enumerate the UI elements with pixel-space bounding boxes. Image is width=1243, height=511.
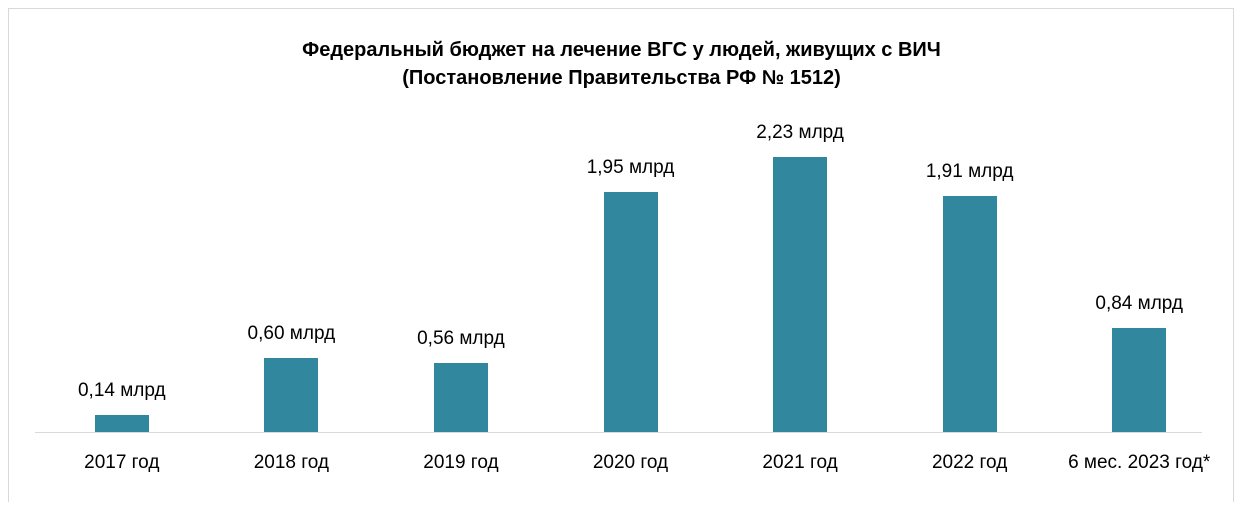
data-label: 1,95 млрд xyxy=(586,156,675,178)
x-tick-label: 2017 год xyxy=(84,452,160,473)
bar xyxy=(1112,328,1167,432)
subtitle-line: (Постановление Правительства РФ № 1512) xyxy=(402,67,841,89)
data-label: 0,84 млрд xyxy=(1095,293,1184,315)
bar xyxy=(603,191,658,432)
x-tick-label: 6 мес. 2023 год* xyxy=(1068,452,1211,473)
data-label: 2,23 млрд xyxy=(756,122,844,143)
bar xyxy=(942,196,997,432)
x-tick-label: 2018 год xyxy=(253,452,329,473)
title-line: Федеральный бюджет на лечение ВГС у люде… xyxy=(302,39,941,61)
x-tick-label: 2020 год xyxy=(592,452,669,473)
x-tick-label: 2022 год xyxy=(931,452,1008,473)
data-label: 0,14 млрд xyxy=(77,379,166,401)
x-tick-label: 2019 год xyxy=(423,452,499,473)
chart-frame xyxy=(8,8,1234,502)
bar xyxy=(433,362,488,432)
bar xyxy=(264,358,319,432)
bar xyxy=(94,414,149,432)
data-label: 1,91 млрд xyxy=(925,161,1014,183)
chart-title: Федеральный бюджет на лечение ВГС у люде… xyxy=(0,36,1243,92)
bar xyxy=(773,157,828,432)
data-label: 0,56 млрд xyxy=(417,327,505,349)
x-axis xyxy=(35,432,1202,433)
x-tick-label: 2021 год xyxy=(762,452,838,473)
data-label: 0,60 млрд xyxy=(247,323,336,344)
